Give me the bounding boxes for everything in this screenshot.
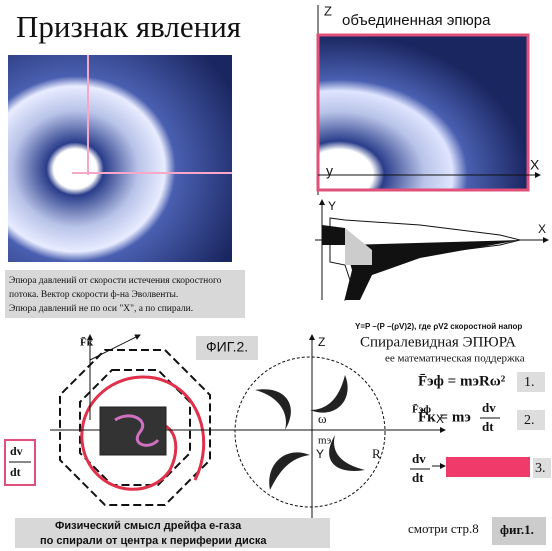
fig-label: ФИГ.2. bbox=[206, 339, 248, 355]
caption-line: Эпюра давлений от скорости истечения ско… bbox=[9, 275, 222, 286]
axis-label: Y bbox=[328, 199, 336, 213]
axis-label: Z bbox=[318, 335, 325, 349]
center-image bbox=[100, 407, 166, 455]
denominator: dt bbox=[10, 465, 21, 479]
disk-circle bbox=[235, 357, 385, 507]
epure-subtitle: ее математическая поддержка bbox=[385, 353, 525, 365]
axis-label: X bbox=[530, 157, 540, 173]
axis-label: y bbox=[326, 163, 333, 179]
numerator: dv bbox=[10, 444, 23, 458]
axis-label: Z bbox=[324, 3, 332, 18]
axis-label: Y bbox=[316, 447, 324, 461]
caption-line: потока. Вектор скорости ф-на Эволвенты. bbox=[9, 289, 178, 300]
footer-line: Физический смысл дрейфа е-газа bbox=[55, 520, 242, 532]
radius-label: R bbox=[372, 446, 381, 461]
axis-label: X bbox=[436, 412, 444, 426]
axis-label: X bbox=[538, 222, 546, 236]
epure-title: Спиралевидная ЭПЮРА bbox=[360, 334, 516, 350]
equation: F̄эф = mэRω² bbox=[418, 373, 506, 389]
photo-title: объединенная эпюра bbox=[342, 12, 491, 29]
caption-line: Эпюра давлений не по оси "X", а по спира… bbox=[9, 303, 193, 314]
omega-label: ω bbox=[318, 411, 327, 426]
photo-right bbox=[318, 35, 528, 190]
highlight-box bbox=[446, 457, 530, 477]
formula: Y=P –(P –(ρV)2), где ρV2 скоростной напо… bbox=[355, 322, 522, 331]
page: Признак явления Z объединенная эпюра X y… bbox=[0, 0, 552, 551]
force-label: F̄эф bbox=[412, 404, 431, 416]
spiral-blades bbox=[255, 375, 365, 490]
vector bbox=[90, 335, 140, 360]
eq-number: 3. bbox=[535, 461, 546, 476]
numerator: dv bbox=[482, 400, 496, 415]
title: Признак явления bbox=[16, 9, 241, 44]
eq-number: 2. bbox=[524, 413, 535, 428]
see-page: смотри стр.8 bbox=[408, 521, 479, 536]
footer-line: по спирали от центра к периферии диска bbox=[40, 535, 267, 547]
mass-label: mэ bbox=[318, 435, 332, 447]
denominator: dt bbox=[482, 419, 494, 434]
denominator: dt bbox=[412, 470, 424, 485]
fig-label: фиг.1. bbox=[500, 522, 534, 537]
photo-left bbox=[8, 55, 232, 262]
eq-number: 1. bbox=[524, 375, 535, 390]
numerator: dv bbox=[412, 451, 426, 466]
force-label: F̄к bbox=[80, 337, 94, 349]
